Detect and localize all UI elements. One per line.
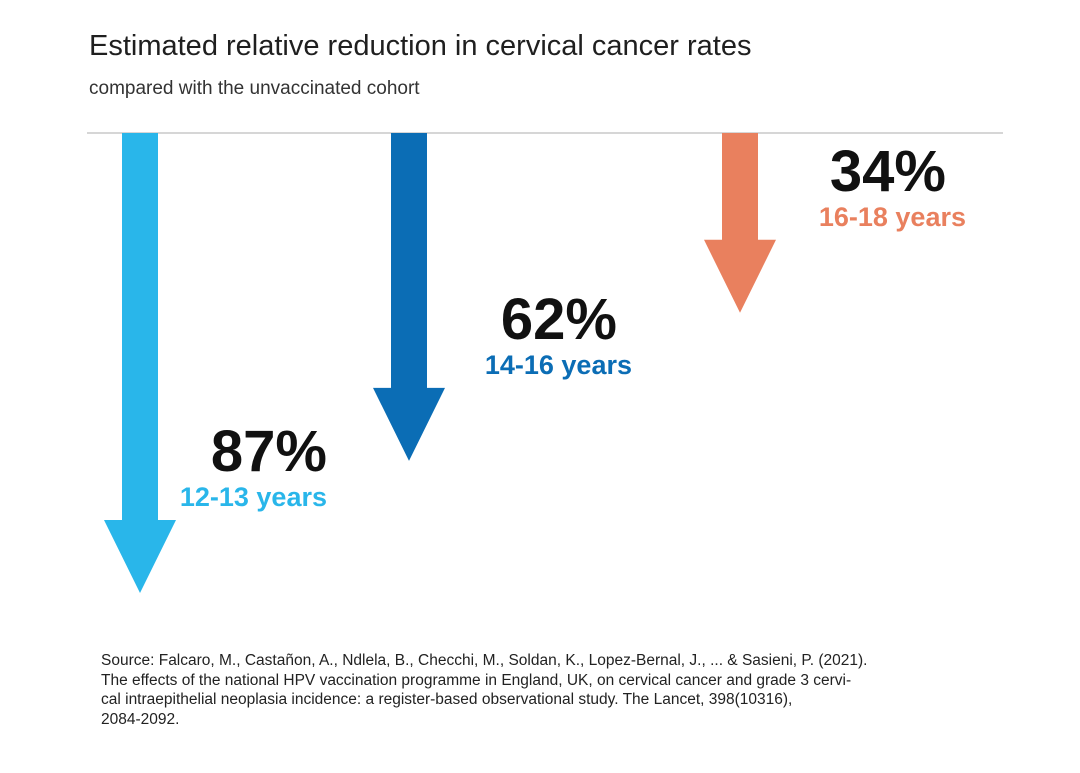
source-line: 2084-2092.: [101, 710, 180, 728]
value-label-16-18: 34%: [830, 139, 946, 204]
arrow-14-16: [373, 133, 445, 461]
arrow-16-18: [704, 133, 776, 313]
chart-title: Estimated relative reduction in cervical…: [89, 30, 752, 62]
source-citation: Source: Falcaro, M., Castañon, A., Ndlel…: [101, 651, 981, 729]
category-label-16-18: 16-18 years: [819, 202, 966, 232]
category-label-12-13: 12-13 years: [180, 482, 327, 512]
source-line: Source: Falcaro, M., Castañon, A., Ndlel…: [101, 652, 868, 669]
value-label-14-16: 62%: [501, 287, 617, 352]
category-label-14-16: 14-16 years: [485, 350, 632, 380]
value-label-12-13: 87%: [211, 419, 327, 484]
source-line: The effects of the national HPV vaccinat…: [101, 671, 852, 689]
arrow-12-13: [104, 133, 176, 593]
chart-subtitle: compared with the unvaccinated cohort: [89, 78, 420, 99]
chart-area: 87% 12-13 years 62% 14-16 years 34% 16-1…: [87, 132, 1003, 593]
source-line: cal intraepithelial neoplasia incidence:…: [101, 691, 793, 708]
